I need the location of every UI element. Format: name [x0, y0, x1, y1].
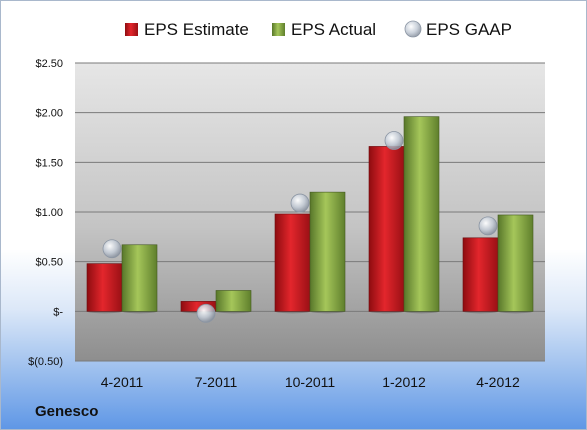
x-tick-label: 4-2011	[101, 374, 144, 390]
marker-eps-gaap	[102, 239, 122, 259]
y-tick-label: $(0.50)	[28, 356, 63, 368]
y-tick-label: $2.00	[35, 108, 63, 120]
legend-label: EPS Estimate	[144, 20, 249, 39]
y-tick-label: $-	[53, 306, 63, 318]
marker-eps-gaap	[290, 193, 310, 213]
y-tick-label: $1.00	[35, 207, 63, 219]
marker-eps-gaap	[384, 131, 404, 150]
bar-eps-estimate	[368, 146, 405, 312]
marker-eps-gaap	[478, 216, 498, 236]
company-name: Genesco	[35, 403, 99, 420]
legend: EPS Estimate EPS Actual EPS GAAP	[125, 20, 512, 39]
x-tick-label: 7-2011	[195, 374, 238, 390]
x-tick-label: 1-2012	[382, 374, 426, 390]
x-tick-label: 4-2012	[476, 374, 520, 390]
marker-eps-gaap	[196, 303, 216, 323]
bar-eps-actual	[497, 214, 534, 312]
y-tick-label: $1.50	[35, 157, 63, 169]
bar-eps-actual	[309, 191, 346, 312]
bar-eps-actual	[215, 290, 252, 312]
gaap-markers	[102, 131, 498, 323]
bar-eps-actual	[403, 116, 440, 312]
y-tick-label: $0.50	[35, 257, 63, 269]
bar-eps-actual	[121, 244, 158, 312]
legend-swatch	[125, 23, 138, 36]
legend-label: EPS Actual	[291, 20, 376, 39]
bar-eps-estimate	[274, 213, 311, 312]
legend-label: EPS GAAP	[426, 20, 512, 39]
y-tick-label: $2.50	[35, 58, 63, 70]
x-axis-tick-labels: 4-2011 7-2011 10-2011 1-2012 4-2012	[101, 374, 520, 390]
y-axis-tick-labels: $2.50 $2.00 $1.50 $1.00 $0.50 $- $(0.50)	[28, 58, 63, 368]
bar-eps-estimate	[462, 237, 499, 312]
legend-swatch	[272, 23, 285, 36]
legend-swatch	[404, 20, 422, 38]
bar-eps-estimate	[86, 263, 123, 312]
x-tick-label: 10-2011	[285, 374, 336, 390]
